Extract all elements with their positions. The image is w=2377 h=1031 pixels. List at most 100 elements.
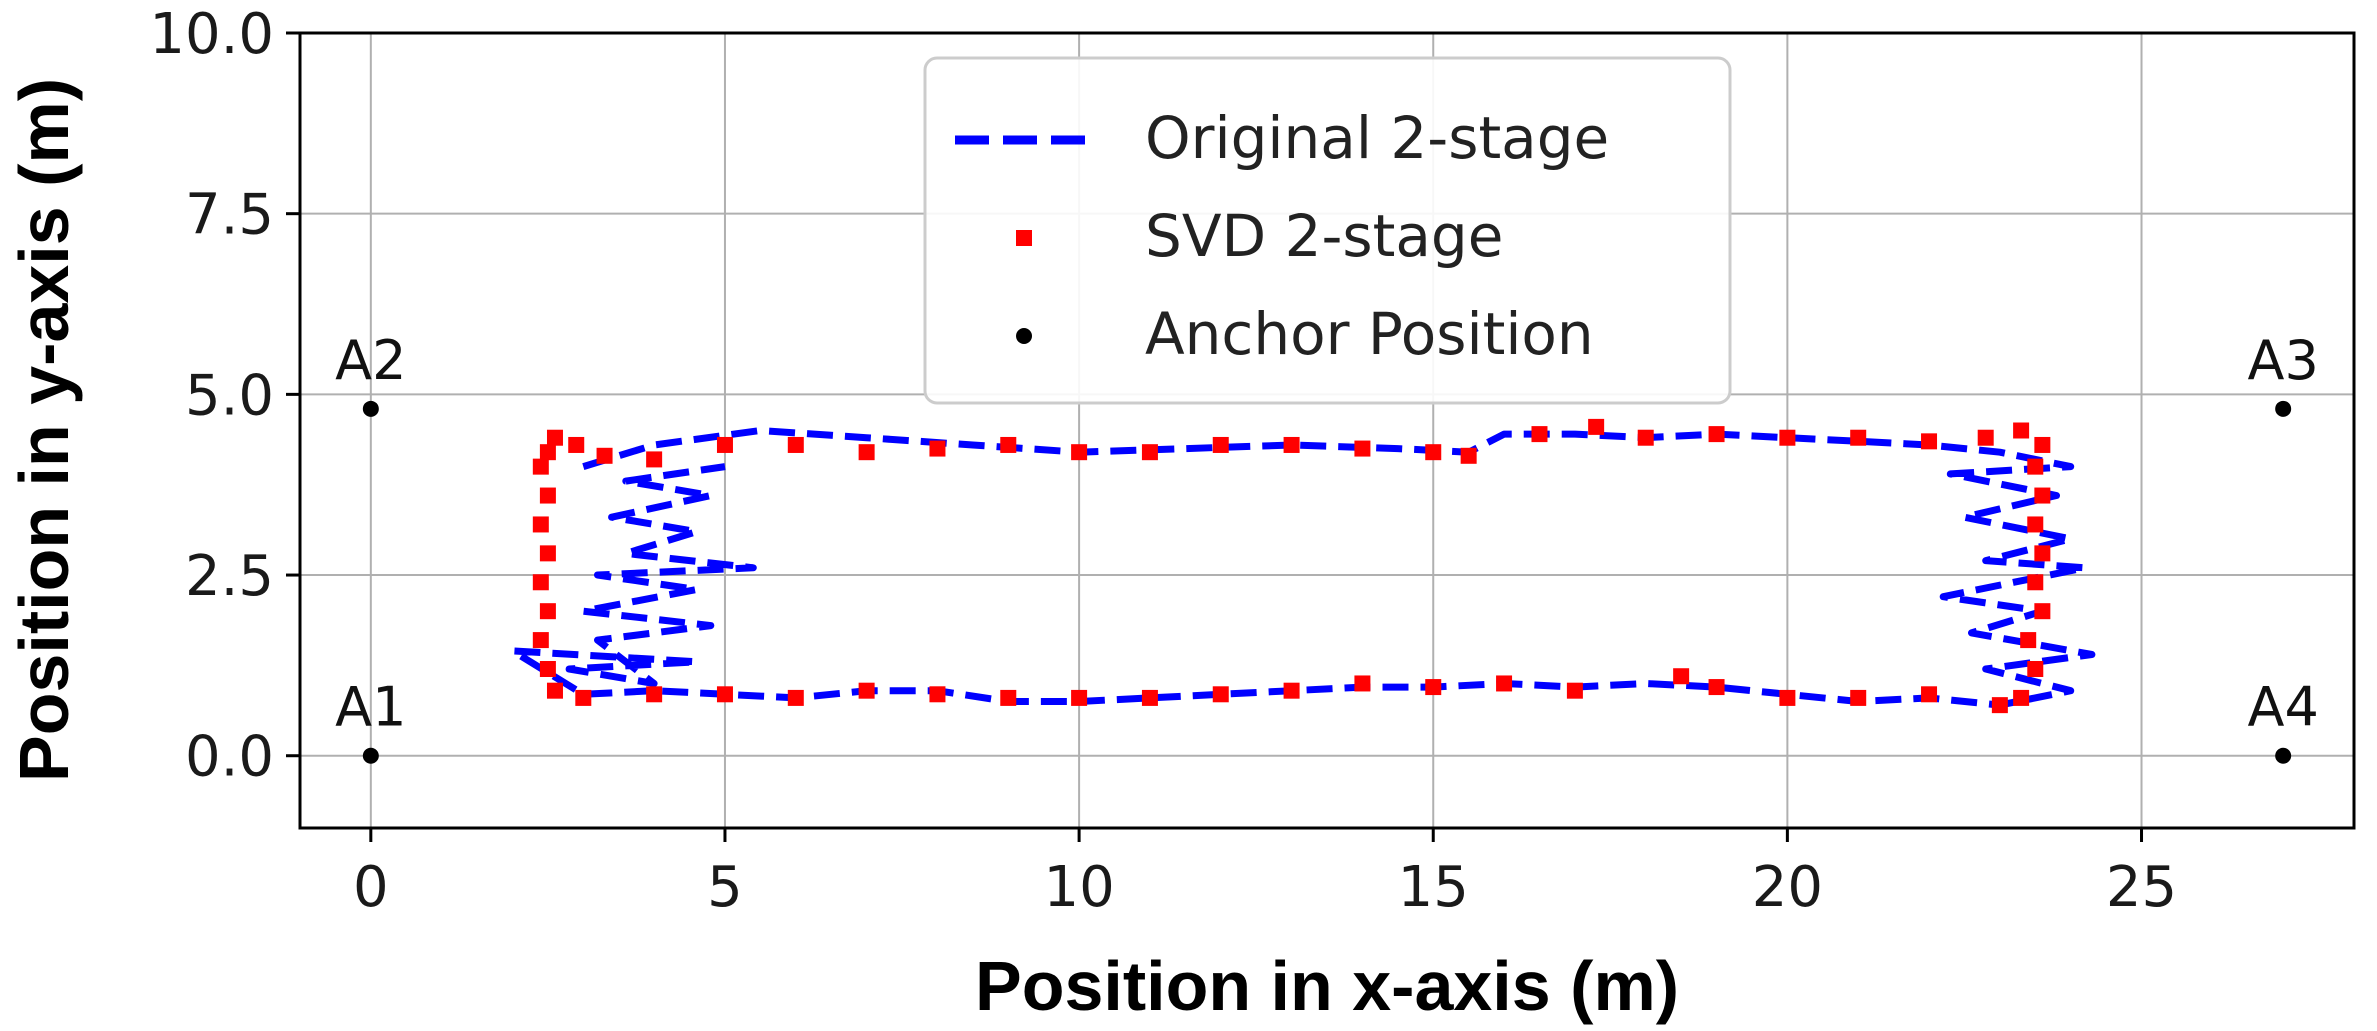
svd-2-stage-point: [532, 574, 549, 591]
svd-2-stage-point: [1141, 689, 1158, 706]
svd-2-stage-point: [1531, 426, 1548, 443]
svd-2-stage-point: [1000, 436, 1017, 453]
anchor-point: [362, 400, 379, 417]
svd-2-stage-point: [539, 661, 556, 677]
svd-2-stage-point: [2027, 661, 2044, 677]
svd-2-stage-point: [2013, 689, 2030, 706]
svd-2-stage-point: [539, 545, 556, 562]
legend-marker-anchor: [1016, 328, 1032, 344]
svd-2-stage-point: [2027, 516, 2044, 533]
svd-2-stage-point: [1977, 429, 1994, 446]
y-tick-label: 10.0: [149, 2, 274, 67]
svd-2-stage-point: [1425, 444, 1442, 461]
svd-2-stage-point: [532, 632, 549, 649]
y-tick-label: 5.0: [185, 363, 274, 428]
svd-2-stage-point: [1921, 686, 1938, 703]
svd-2-stage-point: [1496, 675, 1513, 692]
svd-2-stage-point: [1588, 418, 1605, 435]
original-2-stage-line: [509, 427, 2096, 709]
svd-2-stage-point: [1141, 444, 1158, 461]
svd-2-stage-point: [787, 689, 804, 706]
x-tick-label: 5: [707, 855, 743, 920]
x-axis-title: Position in x-axis (m): [975, 947, 1679, 1025]
svd-2-stage-point: [1779, 429, 1796, 446]
svd-2-stage-point: [2020, 632, 2037, 649]
svd-2-stage-point: [1708, 679, 1725, 696]
svd-2-stage-point: [575, 689, 592, 706]
svd-2-stage-point: [1071, 689, 1088, 706]
anchor-label: A1: [335, 676, 406, 739]
svd-2-stage-point: [2034, 545, 2051, 562]
svd-2-stage-point: [1921, 433, 1938, 450]
y-tick-label: 0.0: [185, 725, 274, 790]
x-tick-label: 15: [1398, 855, 1469, 920]
svd-2-stage-point: [546, 682, 563, 699]
anchor-label: A3: [2248, 329, 2319, 392]
svd-2-stage-point: [2027, 458, 2044, 475]
legend-box: [923, 56, 1732, 405]
svd-2-stage-point: [1425, 679, 1442, 696]
svd-2-stage-point: [858, 682, 875, 699]
svd-2-stage-point: [1637, 429, 1654, 446]
svd-2-stage-point: [568, 436, 585, 453]
anchor-point: [362, 747, 379, 764]
svd-2-stage-point: [2034, 436, 2051, 453]
svd-2-stage-point: [1566, 682, 1583, 699]
svd-2-stage-point: [1354, 440, 1371, 457]
svd-2-stage-point: [929, 686, 946, 703]
svd-2-stage-point: [1991, 697, 2008, 714]
svd-2-stage-point: [716, 686, 733, 703]
svd-2-stage-point: [539, 444, 556, 461]
x-tick-label: 20: [1752, 855, 1823, 920]
svd-2-stage-point: [1673, 668, 1690, 685]
svd-2-stage-point: [1283, 682, 1300, 699]
svd-2-stage-point: [596, 447, 613, 464]
x-tick-label: 25: [2106, 855, 2177, 920]
svd-2-stage-point: [1071, 444, 1088, 461]
anchor-layer: A1 A2 A3 A4: [335, 329, 2319, 764]
anchor-point: [2275, 400, 2292, 417]
series-layer: [509, 418, 2096, 714]
svd-2-stage-point: [1708, 426, 1725, 443]
plot-frame: [298, 31, 2356, 830]
anchor-label: A2: [335, 329, 406, 392]
svd-2-stage-point: [646, 686, 663, 703]
y-tick-label: 7.5: [185, 183, 274, 248]
svd-2-stage-point: [929, 440, 946, 457]
svd-2-stage-point: [1000, 689, 1017, 706]
anchor-label: A4: [2248, 676, 2319, 739]
svd-2-stage-point: [787, 436, 804, 453]
svd-2-stage-point: [1850, 689, 1867, 706]
legend-label-original: Original 2-stage: [1145, 104, 1609, 172]
x-tick-label: 0: [353, 855, 389, 920]
svd-2-stage-point: [646, 451, 663, 468]
legend-label-anchor: Anchor Position: [1145, 300, 1594, 368]
svd-2-stage-point: [2034, 603, 2051, 620]
y-axis-title: Position in y-axis (m): [5, 78, 83, 782]
legend-label-svd: SVD 2-stage: [1145, 202, 1503, 270]
svd-2-stage-point: [1283, 436, 1300, 453]
anchor-point: [2275, 747, 2292, 764]
svd-2-stage-point: [546, 429, 563, 446]
axis-ticks: 0 5 10 15 20 25 0.0 2.5 5.0 7.5 10.0: [149, 2, 2177, 920]
svd-2-stage-point: [1460, 447, 1477, 464]
svd-2-stage-point: [1212, 686, 1229, 703]
svd-2-stage-point: [2027, 574, 2044, 591]
y-tick-label: 2.5: [185, 544, 274, 609]
svd-2-stage-point: [539, 603, 556, 620]
svd-2-stage-point: [532, 516, 549, 533]
legend-marker-svd: [1016, 230, 1032, 246]
svd-2-stage-point: [1354, 675, 1371, 692]
legend: Original 2-stage SVD 2-stage Anchor Posi…: [923, 56, 1732, 405]
x-tick-label: 10: [1043, 855, 1114, 920]
svd-2-stage-point: [539, 487, 556, 504]
svd-2-stage-point: [2034, 487, 2051, 504]
svd-2-stage-point: [1850, 429, 1867, 446]
svd-2-stage-point: [532, 458, 549, 475]
svd-2-stage-point: [1779, 689, 1796, 706]
svd-2-stage-point: [858, 444, 875, 461]
svd-2-stage-point: [716, 436, 733, 453]
svd-2-stage-point: [1212, 436, 1229, 453]
svd-2-stage-point: [2013, 422, 2030, 439]
